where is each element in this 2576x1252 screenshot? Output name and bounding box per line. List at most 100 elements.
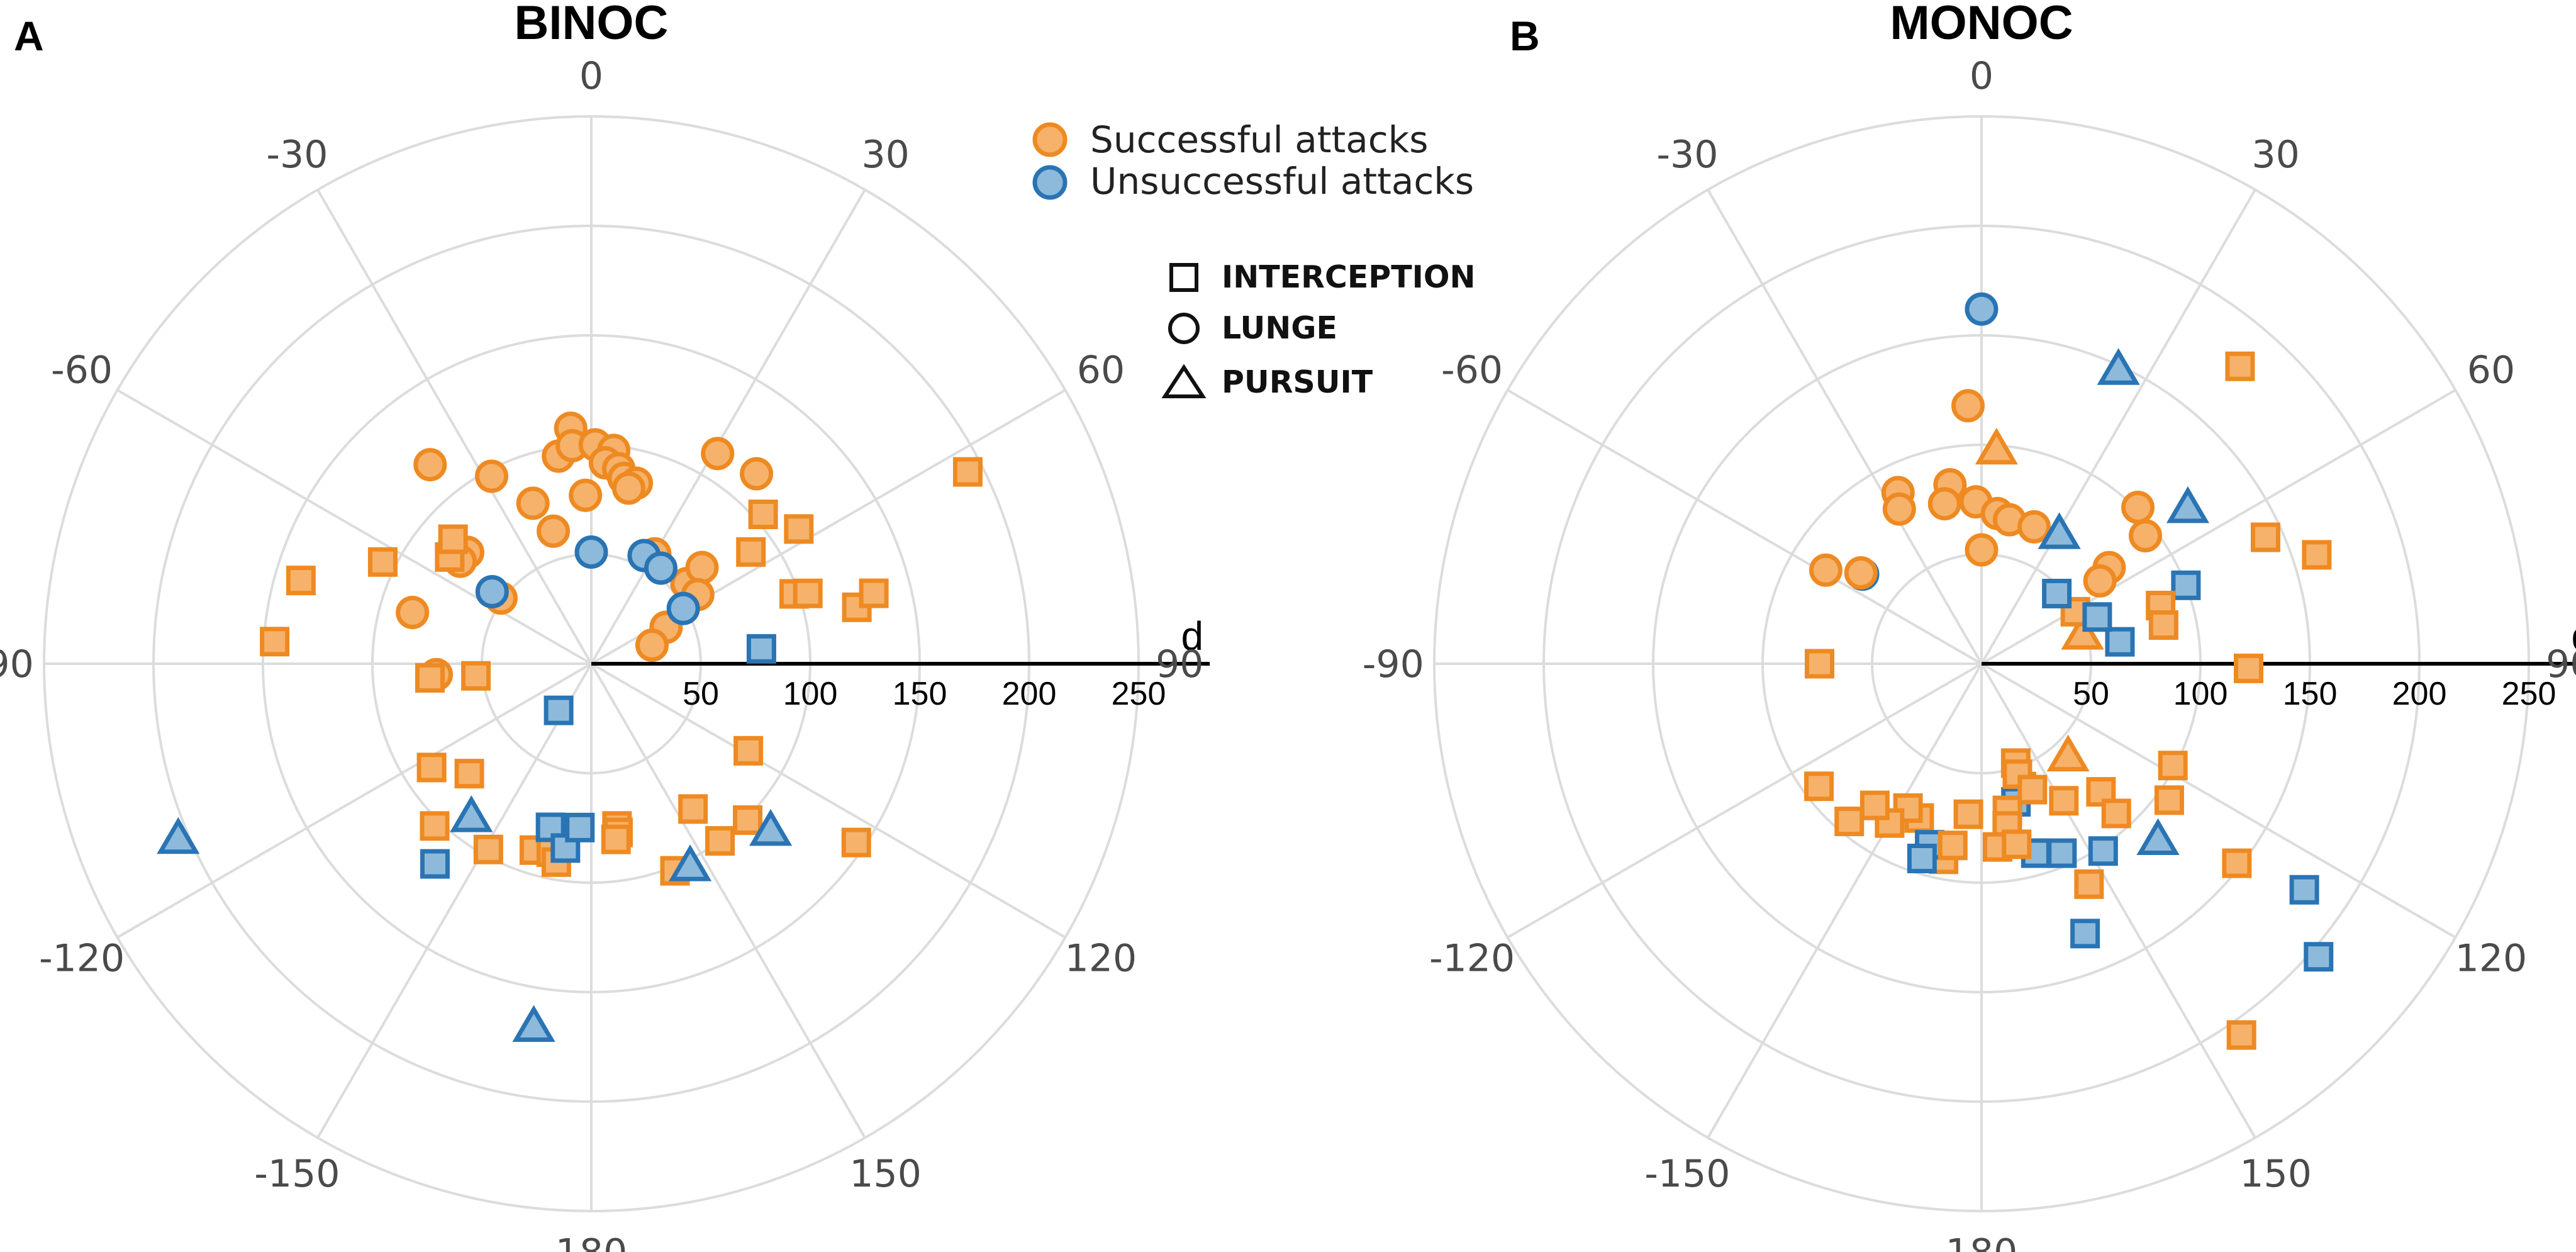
point-square-success	[748, 500, 778, 530]
radial-gridline	[116, 389, 592, 665]
point-circle-success	[475, 459, 509, 493]
point-triangle-fail	[749, 808, 793, 846]
point-square-success	[859, 578, 889, 608]
angle-tick-label: -150	[254, 1152, 340, 1196]
legend-label-pursuit: PURSUIT	[1222, 364, 1373, 400]
angle-tick-label: 30	[2251, 133, 2299, 177]
panel-title-monoc: MONOC	[1890, 0, 2073, 50]
radial-gridline	[1507, 662, 1982, 939]
distance-axis: 50 100 150 200 250 d	[591, 613, 1210, 712]
point-circle-success	[2017, 510, 2051, 544]
point-square-success	[1893, 793, 1923, 823]
point-square-success	[2049, 786, 2079, 816]
point-circle-fail	[1965, 292, 1999, 326]
radial-gridline	[116, 662, 592, 939]
point-circle-success	[2121, 490, 2155, 524]
point-square-fail	[565, 812, 595, 842]
point-square-fail	[2105, 627, 2135, 657]
point-triangle-fail	[512, 1005, 555, 1042]
point-circle-success	[1809, 553, 1843, 587]
triangle-icon	[1161, 364, 1207, 398]
point-square-success	[2233, 653, 2263, 683]
panel-label-b: B	[1510, 13, 1540, 59]
point-circle-fail	[666, 591, 700, 625]
point-triangle-fail	[2097, 348, 2140, 385]
point-square-success	[2225, 351, 2255, 381]
point-square-fail	[2042, 578, 2072, 608]
angle-tick-label: -30	[266, 133, 328, 177]
point-square-success	[1860, 790, 1890, 820]
point-circle-success	[569, 478, 603, 512]
distance-tick-label: 200	[1002, 676, 1057, 712]
angle-tick-label: 150	[2239, 1152, 2312, 1196]
point-circle-success	[537, 514, 571, 548]
point-square-success	[793, 578, 823, 608]
point-square-fail	[2082, 602, 2112, 632]
point-square-success	[678, 794, 708, 824]
point-square-success	[461, 661, 491, 691]
point-circle-success	[740, 457, 774, 491]
point-square-success	[2302, 540, 2332, 570]
point-square-success	[1938, 830, 1968, 861]
point-square-success	[2086, 777, 2116, 807]
point-triangle-success	[2061, 613, 2104, 650]
radial-gridline	[1507, 389, 1982, 665]
point-square-success	[1834, 807, 1865, 837]
point-square-success	[2074, 869, 2104, 899]
point-circle-success	[1965, 533, 1999, 567]
panel-label-a: A	[14, 13, 44, 59]
point-square-success	[367, 547, 398, 577]
point-square-success	[601, 824, 631, 854]
radial-gridline	[316, 189, 593, 664]
point-square-fail	[2088, 836, 2118, 866]
angle-tick-label: 60	[1077, 348, 1125, 392]
point-circle-success	[1844, 556, 1878, 590]
point-square-success	[2002, 759, 2032, 789]
point-square-fail	[1907, 843, 1937, 873]
angle-tick-label: 180	[1946, 1231, 2018, 1252]
radial-gridline	[590, 189, 866, 664]
angle-tick-label: -150	[1644, 1152, 1730, 1196]
radial-gridline	[316, 663, 593, 1139]
radial-gridline	[1980, 189, 2256, 664]
radial-gridline	[1981, 389, 2456, 665]
point-circle-success	[701, 437, 735, 471]
angle-tick-label: 60	[2467, 348, 2515, 392]
point-square-success	[736, 537, 766, 567]
point-square-success	[415, 662, 445, 693]
point-square-success	[260, 627, 290, 657]
point-circle-success	[685, 551, 719, 584]
point-square-success	[733, 735, 764, 766]
point-circle-success	[2129, 518, 2163, 552]
angle-tick-label: -90	[1363, 642, 1424, 686]
point-triangle-fail	[2038, 512, 2081, 549]
point-circle-success	[396, 595, 430, 629]
point-square-success	[286, 566, 316, 596]
radial-gridline	[590, 663, 866, 1139]
point-square-fail	[420, 849, 450, 879]
point-circle-fail	[475, 574, 509, 608]
point-square-success	[2158, 751, 2188, 781]
angle-tick-label: -120	[39, 937, 125, 981]
point-triangle-fail	[157, 817, 200, 854]
point-square-fail	[2289, 875, 2319, 905]
legend-label-successful: Successful attacks	[1090, 118, 1428, 161]
point-triangle-fail	[669, 844, 712, 881]
point-square-success	[952, 457, 983, 487]
point-circle-fail	[574, 535, 608, 569]
distance-tick-label: 150	[893, 676, 947, 712]
distance-tick-label: 150	[2283, 676, 2338, 712]
legend-label-lunge: LUNGE	[1222, 310, 1337, 346]
distance-tick-label: 100	[783, 676, 838, 712]
point-circle-success	[516, 486, 550, 520]
legend-item-pursuit: PURSUIT	[1161, 364, 1373, 400]
point-square-success	[2017, 774, 2048, 805]
point-circle-success	[635, 628, 669, 662]
radial-gridline	[1707, 189, 1983, 664]
radial-gridline	[1980, 663, 2256, 1139]
distance-tick-label: 250	[2502, 676, 2556, 712]
point-square-success	[705, 826, 735, 856]
legend-swatch-successful	[1032, 122, 1068, 157]
point-square-success	[1804, 649, 1834, 679]
legend-item-lunge: LUNGE	[1168, 310, 1337, 346]
